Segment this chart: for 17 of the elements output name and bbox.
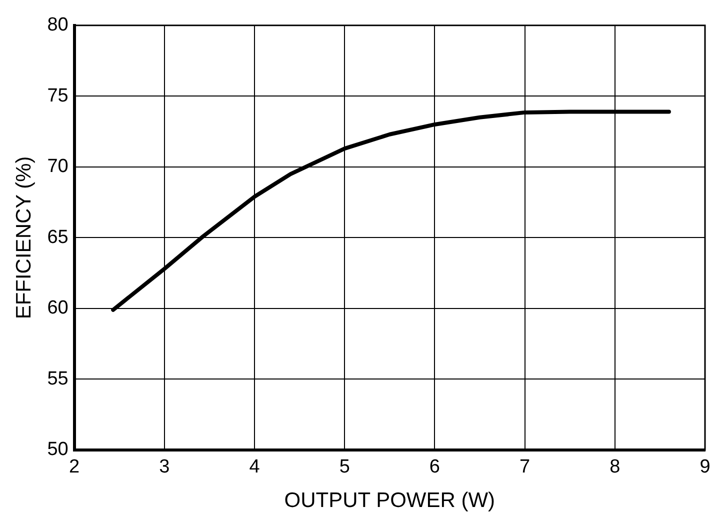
- x-axis-title: OUTPUT POWER (W): [284, 489, 496, 512]
- x-tick-label: 2: [69, 456, 80, 478]
- y-tick-label: 70: [47, 156, 68, 178]
- x-tick-label: 7: [520, 456, 530, 478]
- y-tick-label: 80: [47, 14, 68, 36]
- x-tick-label: 5: [339, 456, 350, 478]
- x-tick-label: 6: [429, 456, 440, 478]
- x-tick-label: 3: [159, 456, 170, 478]
- y-axis-title: EFFICIENCY (%): [12, 156, 36, 320]
- x-tick-label: 9: [700, 456, 710, 478]
- y-tick-label: 75: [47, 85, 68, 106]
- y-tick-label: 60: [47, 298, 68, 319]
- x-tick-label: 8: [610, 456, 620, 478]
- x-tick-label: 4: [249, 456, 260, 478]
- y-tick-label: 55: [47, 368, 68, 390]
- y-tick-label: 50: [47, 439, 68, 460]
- y-tick-label: 65: [47, 226, 68, 248]
